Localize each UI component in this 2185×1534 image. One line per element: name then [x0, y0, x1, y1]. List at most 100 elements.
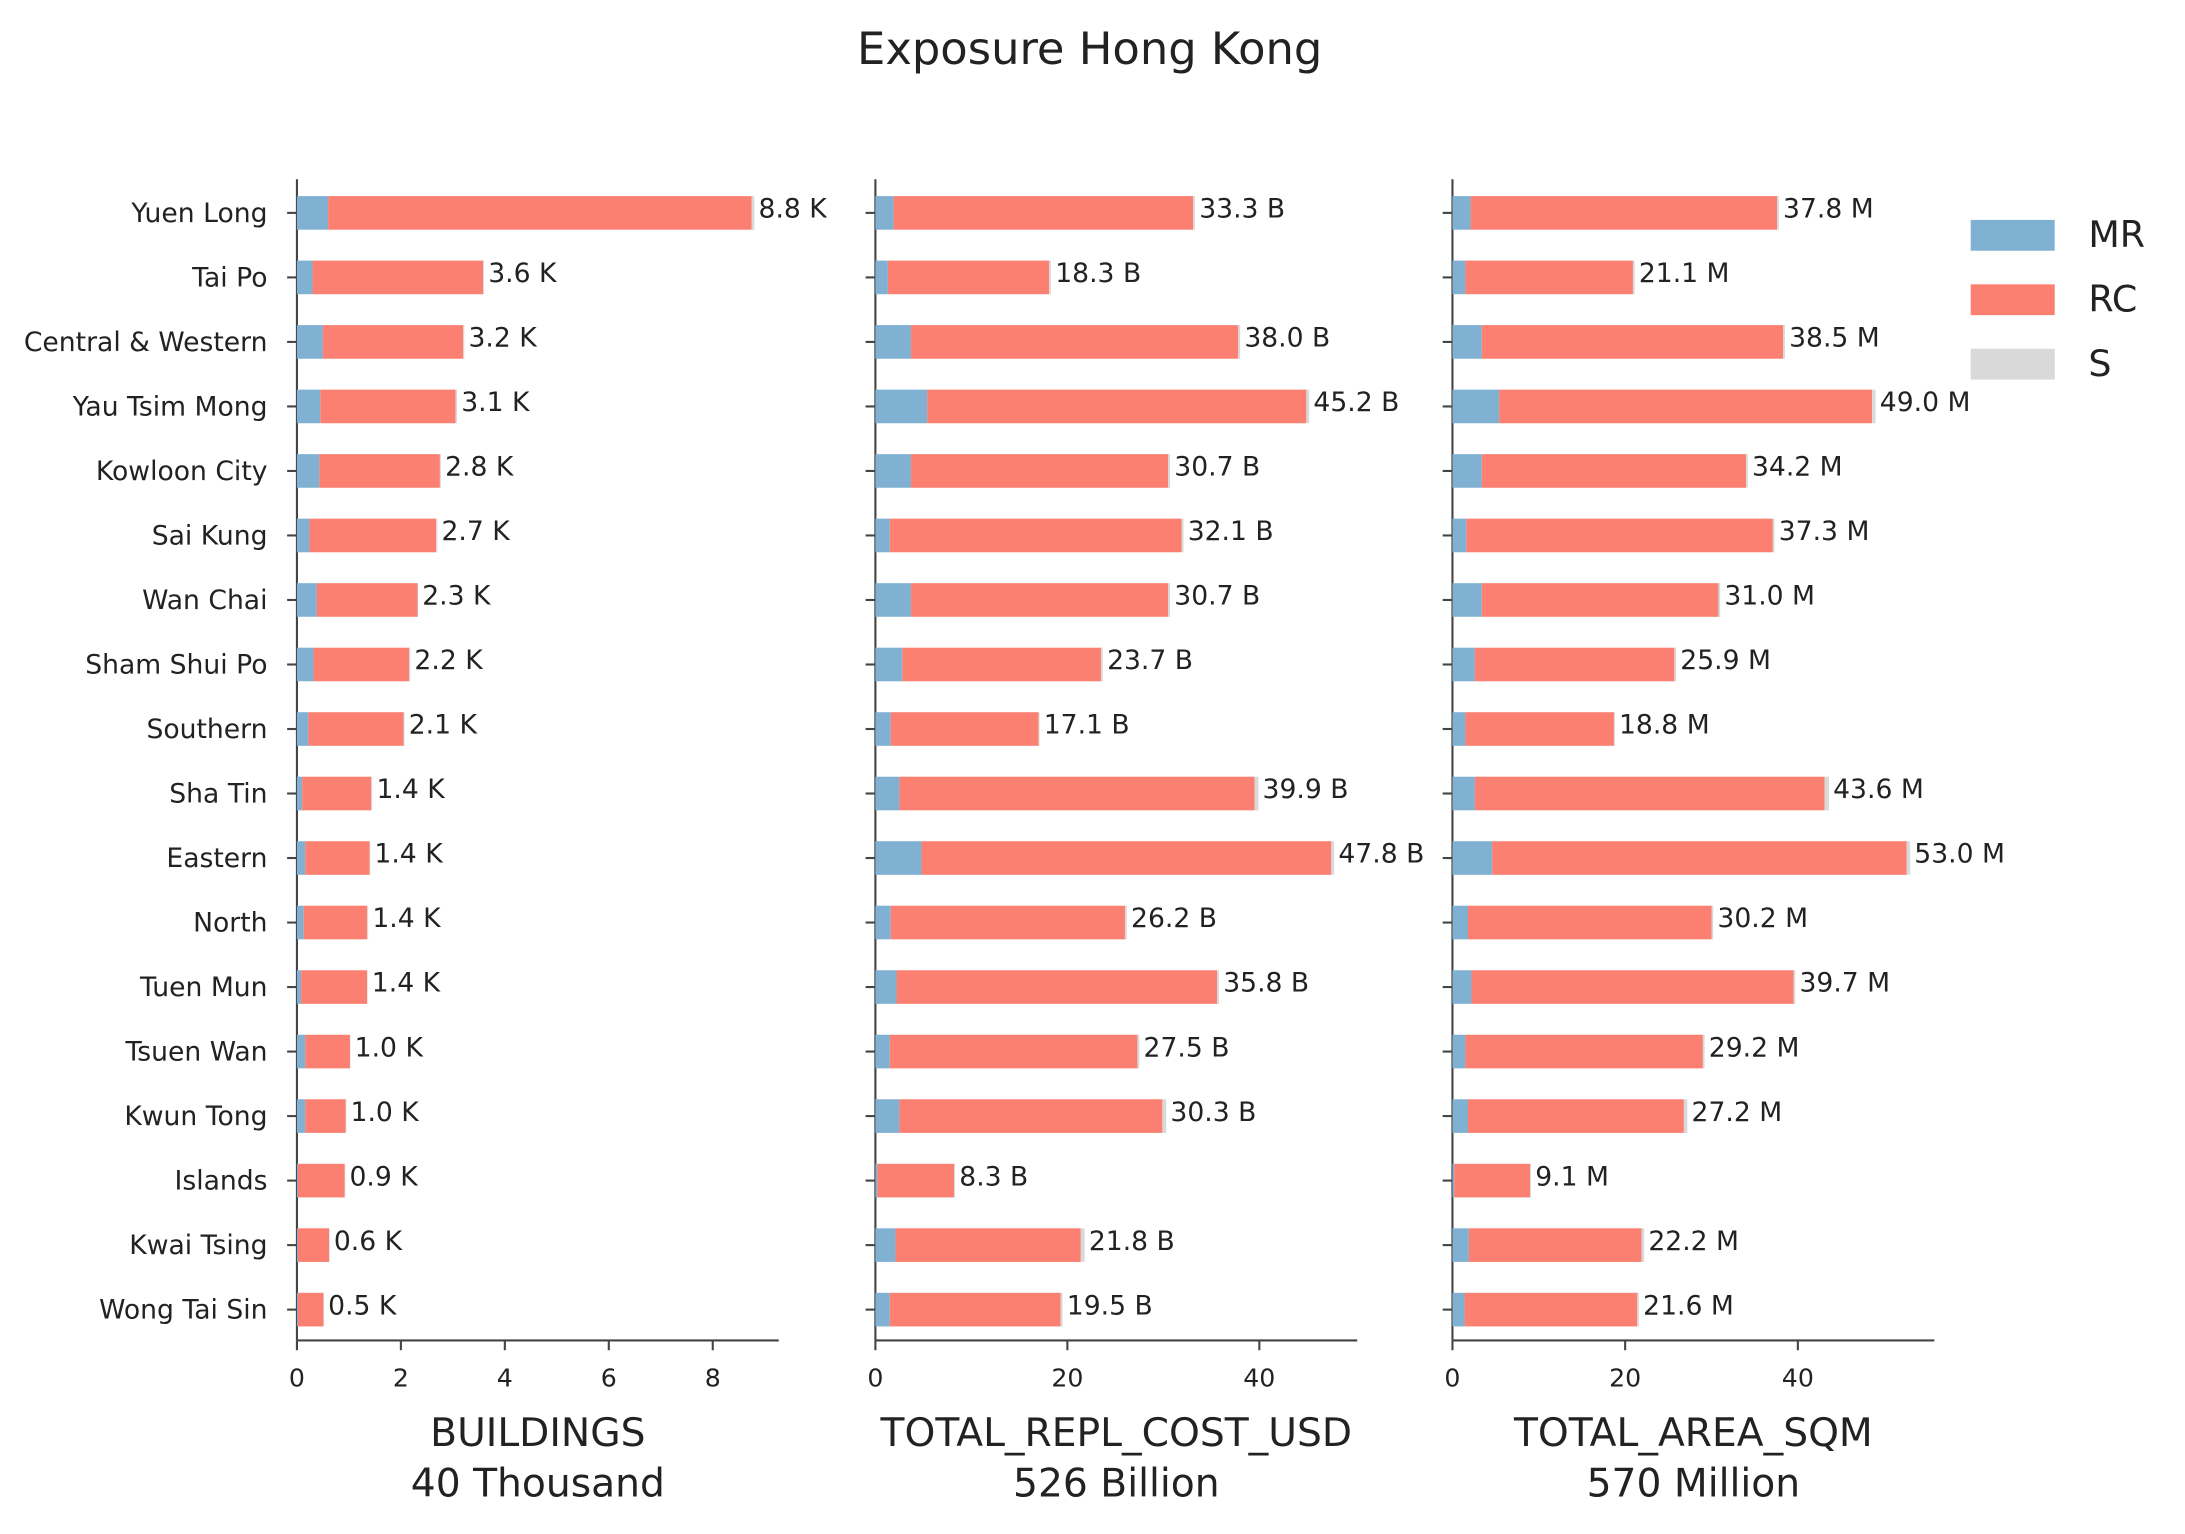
bar-segment [887, 260, 1050, 295]
bar-segment [409, 647, 411, 682]
bar-segment [1238, 325, 1241, 359]
value-label: 2.7 K [441, 516, 511, 547]
bar-segment [875, 712, 891, 746]
bar-segment [319, 454, 440, 488]
bar-segment [1470, 196, 1778, 230]
bar-segment [875, 970, 897, 1004]
bar-segment [899, 776, 1255, 811]
x-tick-label: 20 [1609, 1364, 1641, 1393]
value-label: 30.3 B [1170, 1097, 1256, 1128]
x-tick-label: 40 [1243, 1364, 1275, 1393]
bar-segment [895, 1228, 1081, 1262]
value-label: 22.2 M [1648, 1226, 1739, 1257]
bar-segment [455, 389, 458, 424]
value-label: 21.8 B [1089, 1226, 1175, 1257]
y-tick-label: Yuen Long [130, 198, 267, 229]
y-tick-label: Wong Tai Sin [99, 1295, 267, 1326]
bar-segment [369, 841, 371, 875]
bar-segment [875, 647, 903, 682]
bar-segment [329, 1228, 330, 1262]
bar-segment [1452, 196, 1471, 230]
value-label: 2.1 K [409, 710, 479, 741]
bar-segment [1465, 712, 1614, 746]
bar-segment [296, 841, 306, 875]
x-axis-label: BUILDINGS [430, 1411, 645, 1456]
bar-segment [312, 260, 484, 295]
bar-segment [875, 583, 911, 617]
x-tick-label: 40 [1782, 1364, 1814, 1393]
y-tick-label: Kowloon City [96, 456, 268, 487]
legend-label: S [2088, 342, 2111, 385]
bar-segment [875, 1034, 890, 1069]
bar-segment [1777, 196, 1779, 230]
bar-segment [1613, 712, 1615, 746]
value-label: 37.8 M [1783, 194, 1874, 225]
value-label: 3.2 K [469, 323, 539, 354]
bar-segment [297, 1228, 330, 1262]
bar-segment [296, 260, 313, 295]
value-label: 2.2 K [414, 645, 484, 676]
bar-segment [323, 1292, 324, 1327]
bar-segment [1452, 389, 1500, 424]
bar-segment [1124, 905, 1127, 940]
bar-segment [1481, 454, 1747, 488]
y-tick-label: Islands [174, 1165, 267, 1196]
bar-segment [1452, 1163, 1455, 1198]
y-tick-label: Tsuen Wan [124, 1036, 267, 1067]
bar-segment [297, 1292, 324, 1327]
x-tick-label: 6 [601, 1364, 617, 1393]
bar-segment [345, 1099, 347, 1133]
bar-segment [296, 1163, 298, 1198]
value-label: 47.8 B [1338, 839, 1424, 870]
bar-segment [316, 583, 418, 617]
bar-segment [296, 1034, 306, 1069]
bar-segment [463, 325, 465, 359]
bar-segment [313, 647, 410, 682]
x-axis-subtitle: 526 Billion [1013, 1462, 1220, 1507]
bar-segment [1499, 389, 1873, 424]
bar-segment [1137, 1034, 1140, 1069]
value-label: 35.8 B [1223, 968, 1309, 999]
bar-segment [349, 1034, 351, 1069]
bar-segment [296, 776, 303, 811]
bar-segment [875, 905, 891, 940]
bar-segment [1080, 1228, 1085, 1262]
value-label: 1.4 K [372, 903, 442, 934]
bar-segment [1702, 1034, 1705, 1069]
bar-segment [296, 970, 302, 1004]
bar-segment [1306, 389, 1310, 424]
bar-segment [889, 1292, 1061, 1327]
bar-segment [890, 905, 1125, 940]
y-tick-label: Tuen Mun [139, 972, 267, 1003]
bar-segment [296, 905, 304, 940]
bar-segment [1474, 647, 1675, 682]
bar-segment [1452, 454, 1482, 488]
bar-segment [371, 776, 373, 811]
bar-segment [875, 454, 911, 488]
x-tick-label: 2 [393, 1364, 409, 1393]
bar-segment [954, 1163, 956, 1198]
value-label: 0.6 K [334, 1226, 404, 1257]
y-tick-label: Yau Tsim Mong [72, 391, 268, 422]
bar-segment [1468, 1228, 1642, 1262]
value-label: 25.9 M [1680, 645, 1771, 676]
value-label: 17.1 B [1044, 710, 1130, 741]
value-label: 39.7 M [1799, 968, 1890, 999]
bar-segment [303, 905, 368, 940]
legend-swatch [1970, 219, 2055, 251]
bar-segment [1452, 325, 1482, 359]
bar-segment [1641, 1228, 1645, 1262]
bar-segment [1193, 196, 1196, 230]
value-label: 18.3 B [1055, 258, 1141, 289]
value-label: 30.7 B [1174, 452, 1260, 483]
bar-segment [1637, 1292, 1639, 1327]
bar-segment [296, 712, 309, 746]
y-tick-label: Tai Po [191, 262, 267, 293]
bar-segment [889, 518, 1182, 553]
bar-segment [1718, 583, 1721, 617]
y-tick-label: Southern [146, 714, 267, 745]
bar-segment [309, 518, 437, 553]
bar-segment [1452, 260, 1466, 295]
bar-segment [1711, 905, 1714, 940]
bar-segment [1038, 712, 1040, 746]
